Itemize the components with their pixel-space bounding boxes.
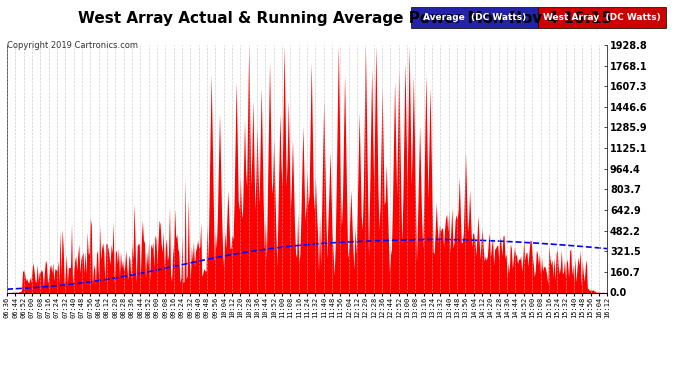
Text: Average  (DC Watts): Average (DC Watts) <box>423 13 526 22</box>
Text: West Array  (DC Watts): West Array (DC Watts) <box>543 13 661 22</box>
Text: Copyright 2019 Cartronics.com: Copyright 2019 Cartronics.com <box>7 41 138 50</box>
Text: West Array Actual & Running Average Power Mon Nov 4 16:15: West Array Actual & Running Average Powe… <box>78 11 612 26</box>
